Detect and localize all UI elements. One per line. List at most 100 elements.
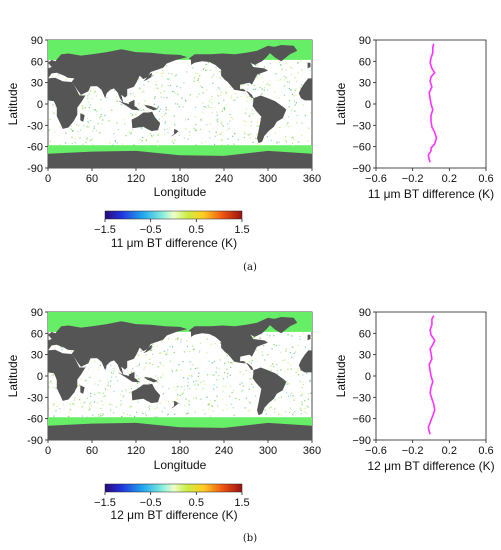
swath-point [90,392,92,395]
land-mass [143,72,153,82]
land-mass [143,344,153,354]
swath-point [160,72,162,75]
y-tick-label: −30 [352,392,371,404]
land-mass [48,349,86,401]
land-mass [80,113,85,122]
swath-point [294,104,296,106]
swath-point [302,374,304,376]
swath-point [136,375,138,377]
land-mass [128,371,135,379]
swath-point [216,89,218,91]
swath-point [71,351,73,353]
swath-point [144,100,146,102]
swath-point [287,122,289,124]
swath-point [289,407,291,409]
swath-point [291,335,293,337]
swath-point [248,401,250,403]
swath-point [221,110,223,112]
swath-point [174,75,177,77]
swath-point [251,335,253,338]
swath-point [175,74,177,76]
x-tick-label: 300 [259,445,277,457]
swath-point [309,379,311,381]
swath-point [156,381,158,383]
swath-point [99,132,101,134]
swath-point [216,134,218,136]
swath-point [170,360,172,362]
swath-point [89,104,91,106]
swath-point [222,390,224,392]
profile-xticks: −0.6 −0.2 0.2 0.6 [365,168,494,185]
swath-point [87,126,89,128]
swath-point [87,121,90,123]
swath-point [137,387,139,389]
swath-point [226,376,228,378]
y-tick-label: 60 [359,56,371,68]
swath-point [284,359,286,361]
swath-point [189,368,191,370]
x-tick-label: 360 [303,173,321,185]
swath-point [248,96,250,98]
swath-point [251,360,253,362]
swath-point [123,119,125,121]
swath-point [176,398,178,400]
swath-point [225,91,227,93]
swath-point [145,415,147,417]
swath-point [96,130,98,132]
swath-point [198,75,200,77]
swath-point [289,394,291,396]
swath-point [269,63,271,65]
swath-point [216,367,218,369]
swath-point [56,405,58,407]
swath-point [311,62,312,64]
swath-point [293,352,295,355]
swath-point [291,392,293,394]
swath-point [273,344,275,346]
x-tick-label: −0.6 [365,173,387,185]
swath-point [284,139,286,141]
swath-point [217,405,219,407]
swath-point [310,336,312,338]
swath-point [241,88,243,90]
swath-point [178,402,180,405]
swath-point [103,396,105,398]
swath-point [131,368,134,370]
swath-point [201,118,203,120]
swath-point [104,388,107,390]
swath-point [90,405,92,407]
swath-point [270,139,272,142]
swath-point [199,349,201,352]
swath-point [279,126,281,128]
swath-point [94,383,96,385]
swath-point [258,144,261,146]
swath-point [90,88,92,90]
swath-point [60,346,62,348]
swath-point [88,122,90,124]
land-mass [48,77,86,129]
swath-point [168,72,170,74]
swath-point [306,412,308,414]
swath-point [232,362,234,364]
swath-point [129,391,131,393]
swath-point [246,96,248,98]
swath-point [165,109,167,111]
swath-point [134,144,136,146]
swath-point [139,87,141,89]
swath-point [213,388,215,390]
swath-point [186,413,188,415]
swath-point [61,349,63,351]
swath-point [262,81,264,83]
swath-point [256,64,258,66]
land-mass [252,367,287,416]
swath-point [173,386,175,388]
swath-point [80,129,82,131]
swath-point [183,82,185,84]
latitude-profile-a: −0.6 −0.2 0.2 0.6 90 60 30 0 −30 −60 −90 Latitude… [334,35,494,201]
swath-point [186,345,189,347]
swath-point [189,350,191,352]
swath-point [138,78,140,80]
swath-point [90,395,92,397]
swath-point [286,383,288,385]
swath-point [95,416,97,418]
